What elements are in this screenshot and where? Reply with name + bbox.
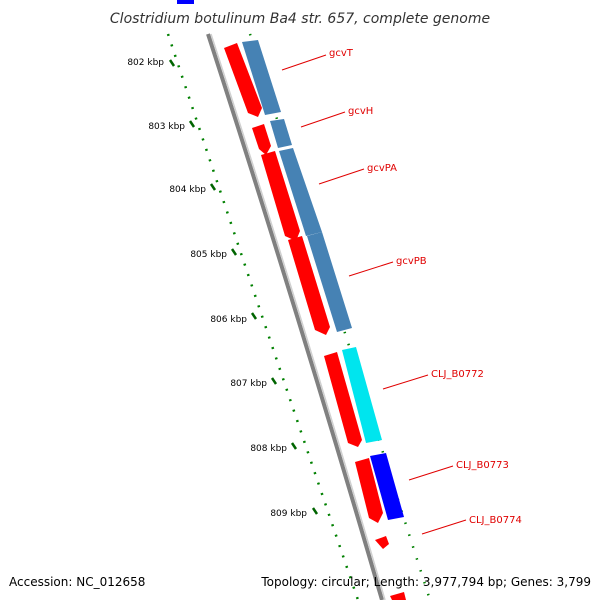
gene-label-CLJ_B0774: CLJ_B0774 (469, 515, 522, 526)
genome-backbone (206, 33, 384, 600)
kbp-labels: 802 kbp 803 kbp 804 kbp 805 kbp 806 kbp … (127, 58, 307, 519)
kbp-label: 804 kbp (169, 185, 206, 195)
cds-arrow-gcvH (252, 124, 271, 155)
tick-802 (168, 59, 176, 67)
kbp-label: 808 kbp (250, 444, 287, 454)
genome-backbone-shadow (210, 33, 386, 600)
tick-805 (230, 248, 238, 256)
feature-steelblue-gcvT (242, 40, 281, 115)
feature-steelblue-gcvPB (307, 232, 352, 332)
kbp-label: 802 kbp (127, 58, 164, 68)
gene-label-gcvT: gcvT (329, 48, 354, 59)
feature-track (242, 40, 404, 520)
feature-top-fragment (177, 0, 194, 4)
cds-arrow-gcvPB (288, 236, 330, 335)
cds-arrow-gcvPA (261, 151, 300, 241)
kbp-label: 806 kbp (210, 315, 247, 325)
scale-dotted-track (166, 33, 360, 600)
tick-803 (188, 120, 196, 128)
leader-gcvT (281, 54, 327, 71)
feature-blue-CLJ_B0773 (370, 453, 404, 520)
genome-summary-text: Topology: circular; Length: 3,977,794 bp… (260, 575, 591, 589)
gene-label-gcvPB: gcvPB (396, 256, 427, 267)
cds-arrow-gcvT (224, 43, 262, 117)
kbp-label: 805 kbp (190, 250, 227, 260)
map-title: Clostridium botulinum Ba4 str. 657, comp… (110, 11, 490, 27)
tick-804 (209, 183, 217, 191)
gene-label-CLJ_B0772: CLJ_B0772 (431, 369, 484, 380)
leader-CLJ_B0773 (408, 465, 454, 481)
kbp-major-ticks (168, 59, 319, 515)
cds-arrow-CLJ_B0774 (375, 536, 389, 549)
gene-label-gcvH: gcvH (348, 106, 373, 117)
leader-CLJ_B0774 (421, 519, 467, 535)
accession-text: Accession: NC_012658 (9, 575, 145, 589)
leader-gcvH (300, 111, 346, 128)
leader-CLJ_B0772 (382, 374, 429, 390)
kbp-label: 803 kbp (148, 122, 185, 132)
feature-steelblue-gcvPA (279, 148, 322, 236)
gene-labels: gcvT gcvH gcvPA gcvPB CLJ_B0772 CLJ_B077… (329, 48, 522, 526)
feature-steelblue-gcvH (270, 119, 292, 148)
gene-label-CLJ_B0773: CLJ_B0773 (456, 460, 509, 471)
cds-arrow-bottom-fragment (390, 592, 406, 600)
leader-gcvPB (348, 261, 394, 277)
tick-809 (311, 507, 319, 515)
leader-gcvPA (318, 168, 365, 185)
cds-arrow-CLJ_B0772 (324, 352, 362, 447)
cds-arrow-CLJ_B0773 (355, 458, 383, 523)
kbp-label: 807 kbp (230, 379, 267, 389)
tick-808 (290, 442, 298, 450)
cds-track (224, 43, 406, 600)
tick-806 (250, 312, 258, 320)
kbp-label: 809 kbp (270, 509, 307, 519)
feature-cyan-CLJ_B0772 (342, 347, 382, 443)
gene-label-gcvPA: gcvPA (367, 163, 397, 174)
label-leaders (281, 54, 467, 535)
tick-807 (270, 377, 278, 385)
